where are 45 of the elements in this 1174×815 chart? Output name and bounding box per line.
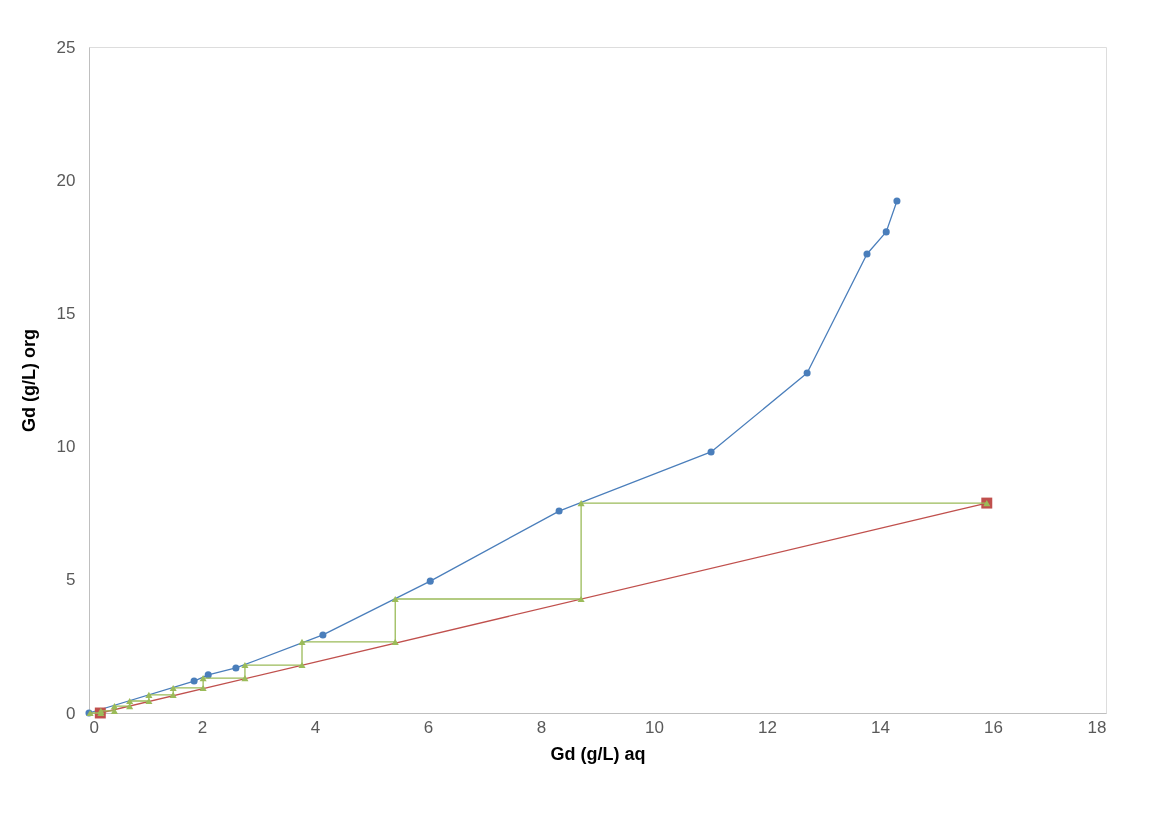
point [298,661,306,669]
point [577,500,585,507]
point [126,697,134,705]
point [169,684,177,692]
x-tick-label: 2 [197,717,208,737]
y-tick-label: 5 [66,570,76,590]
y-axis-title: Gd (g/L) org [18,329,39,432]
point [190,677,198,685]
x-axis-title: Gd (g/L) aq [550,743,646,764]
point [199,675,207,682]
x-tick-label: 8 [536,717,547,737]
point [126,703,134,710]
x-tick-label: 14 [871,717,890,737]
point [199,684,207,692]
x-tick-label: 6 [423,717,434,737]
point [391,638,399,645]
point [298,638,306,645]
point [391,595,399,603]
point [863,250,871,258]
point [145,697,153,705]
point [232,664,240,672]
point [555,507,563,515]
point [426,577,434,585]
point [145,691,153,698]
point [893,197,901,205]
x-tick-label: 4 [310,717,321,737]
point [169,691,177,698]
point [882,228,890,236]
point [319,631,327,639]
point [803,369,811,377]
point [707,448,715,456]
x-tick-label: 18 [1087,717,1107,737]
x-tick-label: 10 [645,717,664,737]
y-tick-label: 20 [56,170,76,190]
point [241,661,249,669]
x-tick-label: 0 [89,717,99,737]
y-tick-label: 15 [56,303,76,323]
point [110,703,118,710]
x-tick-label: 16 [984,717,1003,737]
point [241,675,249,682]
y-tick-label: 0 [66,703,76,723]
x-tick-label: 12 [758,717,777,737]
y-tick-label: 25 [56,37,76,57]
point [577,595,585,603]
y-tick-label: 10 [56,437,76,457]
